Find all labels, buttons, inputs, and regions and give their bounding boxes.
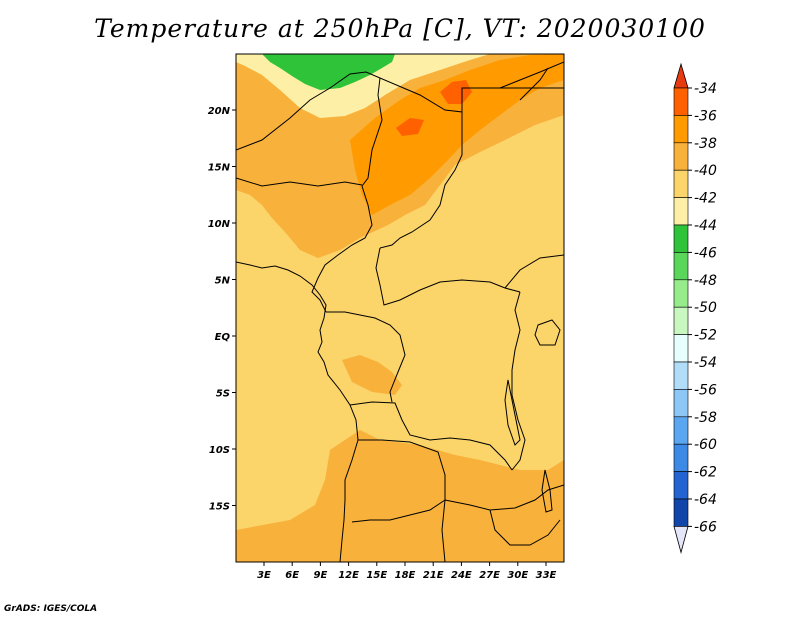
west-africa-coastline — [236, 261, 359, 562]
colorbar-label: -54 — [694, 355, 717, 371]
colorbar-label: -46 — [694, 245, 717, 261]
country-borders — [236, 61, 564, 562]
field-north-orange — [350, 54, 564, 215]
border-east-africa — [504, 254, 564, 289]
colorbar-label: -64 — [694, 492, 717, 508]
colorbar-swatch — [673, 306, 689, 335]
border-zimbabwe — [489, 509, 561, 546]
colorbar-label: -44 — [694, 218, 717, 234]
border-chad-sudan — [379, 77, 463, 249]
lat-tick-label: 10N — [208, 219, 231, 230]
lat-tick-label: 20N — [208, 106, 231, 117]
lon-tick-label: 3E — [257, 570, 271, 581]
colorbar-label: -38 — [694, 136, 717, 152]
lon-tick-label: 6E — [285, 570, 299, 581]
colorbar-label: -60 — [694, 437, 717, 453]
chart-title: Temperature at 250hPa [C], VT: 202003010… — [94, 14, 706, 43]
latitude-axis: 20N 15N 10N 5N EQ 5S 10S 15S — [208, 106, 236, 513]
lat-tick-label: 15S — [209, 502, 230, 513]
colorbar-label: -48 — [694, 273, 717, 289]
map-frame — [235, 53, 565, 563]
colorbar-label: -40 — [694, 163, 717, 179]
colorbar-label: -36 — [694, 108, 717, 124]
colorbar-lower-arrow — [673, 526, 689, 554]
lat-tick-label: 15N — [208, 163, 231, 174]
grads-credit: GrADS: IGES/COLA — [4, 604, 98, 614]
temperature-field — [236, 54, 564, 562]
lat-tick-label: 5S — [216, 389, 230, 400]
colorbar-swatch — [673, 471, 689, 500]
colorbar-swatch — [673, 361, 689, 390]
border-angola-zambia — [358, 439, 446, 562]
lon-tick-label: 18E — [395, 570, 416, 581]
field-south-warm — [236, 430, 564, 562]
lat-tick-label: 5N — [215, 276, 231, 287]
colorbar-label: -42 — [694, 191, 717, 207]
border-libya-chad — [361, 77, 383, 187]
lon-tick-label: 33E — [536, 570, 557, 581]
border-niger-algeria — [236, 71, 381, 151]
border-drc-east — [511, 291, 526, 471]
lat-tick-label: EQ — [215, 332, 231, 343]
border-egypt-sudan — [461, 87, 564, 112]
border-gabon-congo — [326, 311, 406, 403]
colorbar-swatch — [673, 389, 689, 418]
colorbar: -34 -36 -38 -40 -42 -44 -46 -48 -50 -52 -54 -56 -58 -… — [673, 62, 717, 554]
border-zambia-south — [444, 484, 564, 511]
colorbar-swatch — [673, 416, 689, 445]
field-north-cold — [262, 54, 395, 90]
colorbar-label: -62 — [694, 465, 717, 481]
border-cameroon — [311, 185, 373, 313]
colorbar-upper-arrow — [673, 62, 689, 89]
lon-tick-label: 30E — [507, 570, 528, 581]
field-west-central-warm — [342, 355, 402, 395]
border-namibia — [351, 499, 446, 523]
colorbar-swatch — [673, 142, 689, 171]
colorbar-swatch — [673, 87, 689, 116]
colorbar-swatch — [673, 224, 689, 253]
lon-tick-label: 12E — [338, 570, 359, 581]
border-angola-drc — [349, 401, 513, 471]
lon-tick-label: 27E — [479, 570, 500, 581]
field-north-hot — [396, 80, 472, 136]
colorbar-swatch — [673, 115, 689, 144]
colorbar-label: -66 — [694, 519, 717, 535]
colorbar-label: -56 — [694, 382, 717, 398]
colorbar-label: -50 — [694, 300, 717, 316]
lon-tick-label: 15E — [366, 570, 387, 581]
longitude-axis: 3E 6E 9E 12E 15E 18E 21E 24E 27E 30E 33E — [257, 562, 557, 581]
lon-tick-label: 9E — [314, 570, 328, 581]
border-nigeria-niger — [236, 177, 363, 187]
colorbar-swatch — [673, 498, 689, 527]
lat-tick-label: 10S — [209, 445, 230, 456]
lake-malawi — [541, 469, 553, 513]
lon-tick-label: 24E — [451, 570, 472, 581]
colorbar-swatch — [673, 252, 689, 281]
colorbar-label: -52 — [694, 328, 717, 344]
colorbar-label: -34 — [694, 81, 717, 97]
lake-victoria — [534, 319, 561, 346]
colorbar-swatch — [673, 443, 689, 472]
lake-tanganyika — [504, 379, 521, 446]
colorbar-swatch — [673, 279, 689, 308]
colorbar-swatch — [673, 334, 689, 363]
border-car-south — [375, 247, 521, 306]
lon-tick-label: 21E — [423, 570, 444, 581]
colorbar-swatch — [673, 197, 689, 226]
colorbar-swatch — [673, 169, 689, 198]
red-sea-coast — [499, 61, 564, 89]
colorbar-label: -58 — [694, 410, 717, 426]
nile-valley — [519, 67, 549, 101]
